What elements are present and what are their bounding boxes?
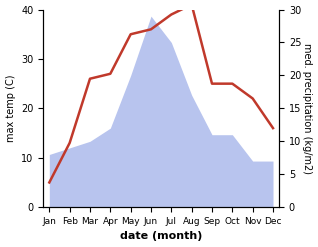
X-axis label: date (month): date (month) xyxy=(120,231,202,242)
Y-axis label: max temp (C): max temp (C) xyxy=(5,75,16,142)
Y-axis label: med. precipitation (kg/m2): med. precipitation (kg/m2) xyxy=(302,43,313,174)
